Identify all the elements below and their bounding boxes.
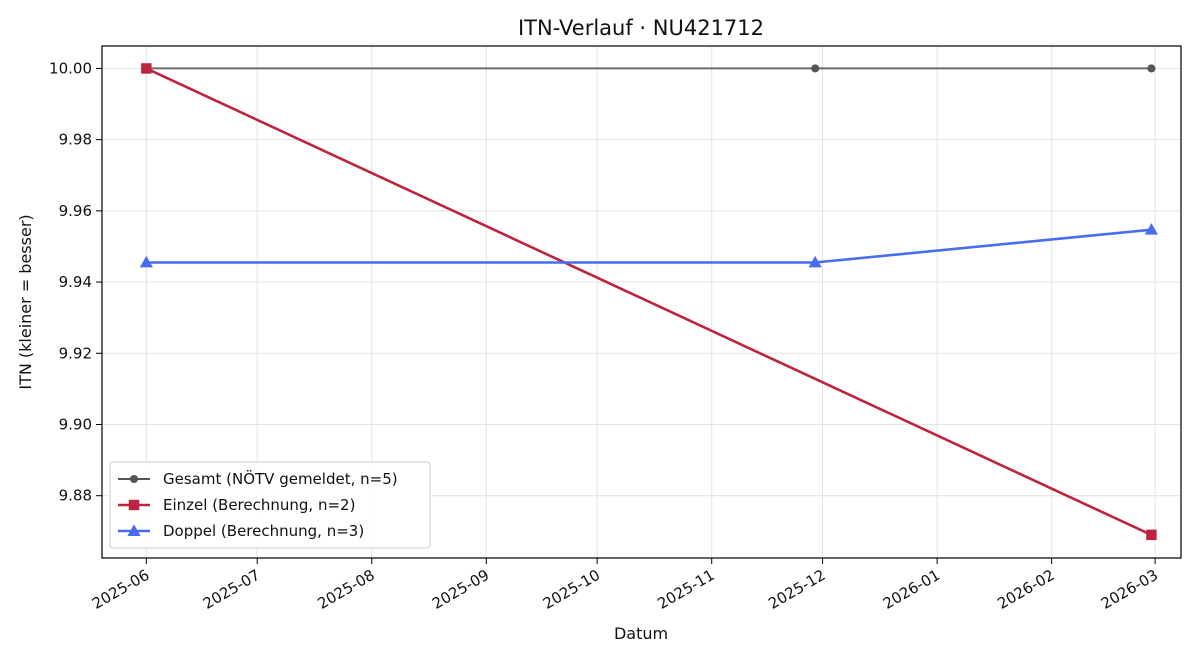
- x-tick-label: 2025-09: [429, 566, 492, 613]
- series-gesamt: [142, 64, 1156, 73]
- legend-label-doppel: Doppel (Berechnung, n=3): [163, 522, 364, 540]
- y-tick-label: 9.94: [59, 273, 92, 291]
- y-tick-label: 9.92: [59, 344, 92, 362]
- legend-item-doppel: Doppel (Berechnung, n=3): [118, 522, 364, 540]
- plot-area-frame: [101, 45, 1182, 559]
- data-point-doppel: [139, 255, 153, 268]
- series-doppel: [139, 223, 1159, 268]
- legend-item-gesamt: Gesamt (NÖTV gemeldet, n=5): [118, 469, 398, 488]
- legend: Gesamt (NÖTV gemeldet, n=5) Einzel (Berec…: [109, 461, 431, 549]
- x-tick-label: 2025-06: [89, 566, 152, 613]
- y-axis-label: ITN (kleiner = besser): [16, 214, 35, 389]
- data-point-gesamt: [1147, 64, 1156, 73]
- x-tick-label: 2026-03: [1098, 566, 1161, 613]
- data-point-einzel: [1146, 529, 1157, 541]
- data-point-doppel: [1144, 223, 1159, 235]
- y-tick-label: 10.00: [49, 59, 92, 77]
- y-tick-label: 9.96: [59, 202, 92, 220]
- x-tick-label: 2025-12: [765, 566, 828, 613]
- legend-marker-doppel: [127, 524, 141, 536]
- chart-title: ITN-Verlauf · NU421712: [518, 16, 764, 40]
- x-tick-label: 2026-02: [994, 566, 1057, 613]
- y-tick-label: 9.98: [59, 131, 92, 149]
- series-layer: [139, 63, 1159, 541]
- x-tick-label: 2025-08: [314, 566, 377, 613]
- legend-item-einzel: Einzel (Berechnung, n=2): [118, 496, 355, 514]
- series-line-einzel: [145, 67, 1152, 537]
- data-point-doppel: [808, 255, 822, 268]
- x-tick-label: 2025-07: [200, 566, 263, 613]
- legend-marker-einzel: [128, 499, 140, 511]
- x-tick-label: 2025-10: [540, 566, 603, 613]
- legend-marker-gesamt: [129, 474, 139, 484]
- legend-label-gesamt: Gesamt (NÖTV gemeldet, n=5): [163, 469, 398, 488]
- series-einzel: [141, 63, 1157, 541]
- y-tick-label: 9.90: [59, 415, 92, 433]
- x-axis-label: Datum: [614, 624, 668, 643]
- data-point-gesamt: [811, 64, 820, 73]
- y-tick-label: 9.88: [59, 487, 92, 505]
- x-tick-label: 2025-11: [654, 566, 717, 613]
- x-tick-label: 2026-01: [880, 566, 943, 613]
- data-point-einzel: [141, 63, 152, 74]
- series-line-doppel: [146, 228, 1152, 264]
- legend-box: [109, 461, 431, 549]
- legend-label-einzel: Einzel (Berechnung, n=2): [163, 496, 355, 514]
